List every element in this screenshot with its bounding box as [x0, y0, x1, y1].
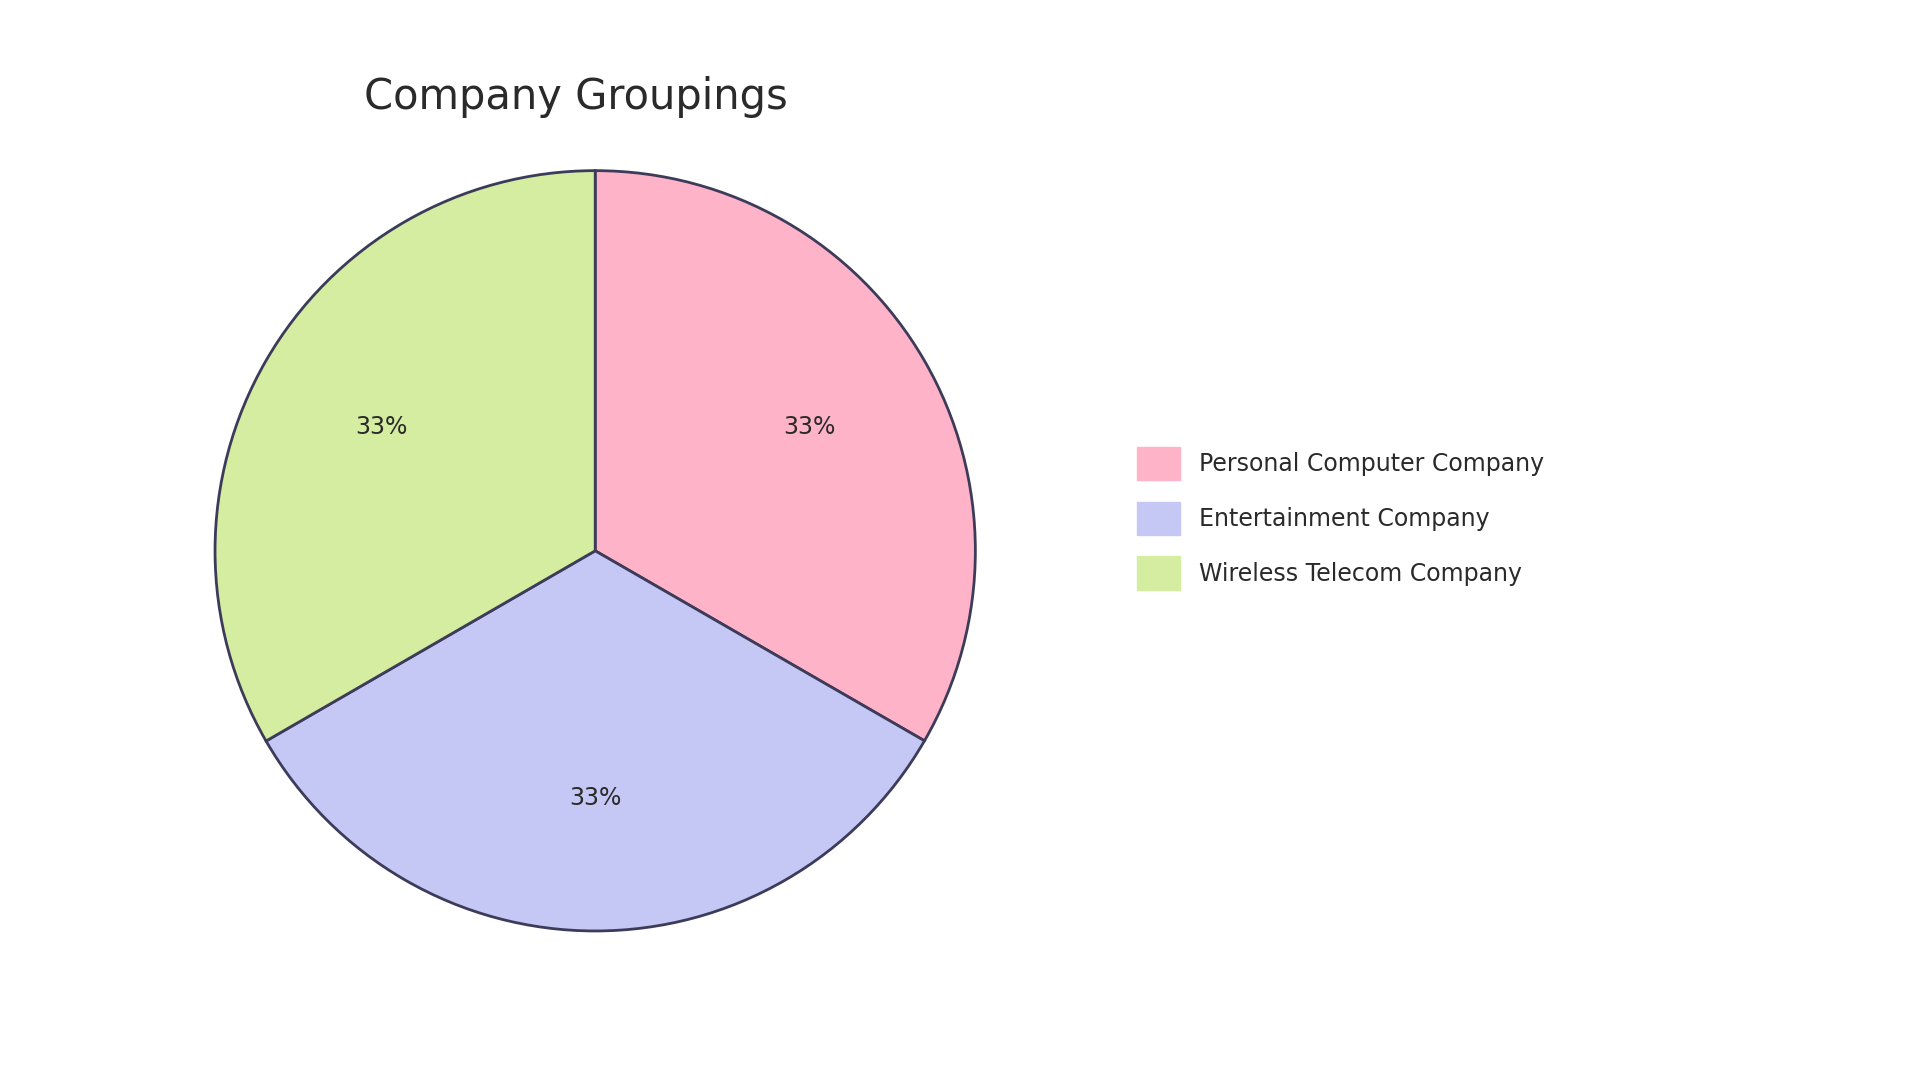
Text: 33%: 33%	[568, 786, 622, 810]
Wedge shape	[267, 551, 924, 931]
Wedge shape	[595, 171, 975, 741]
Text: 33%: 33%	[783, 415, 835, 440]
Text: 33%: 33%	[355, 416, 407, 440]
Legend: Personal Computer Company, Entertainment Company, Wireless Telecom Company: Personal Computer Company, Entertainment…	[1125, 435, 1555, 602]
Text: Company Groupings: Company Groupings	[365, 76, 787, 118]
Wedge shape	[215, 171, 595, 741]
